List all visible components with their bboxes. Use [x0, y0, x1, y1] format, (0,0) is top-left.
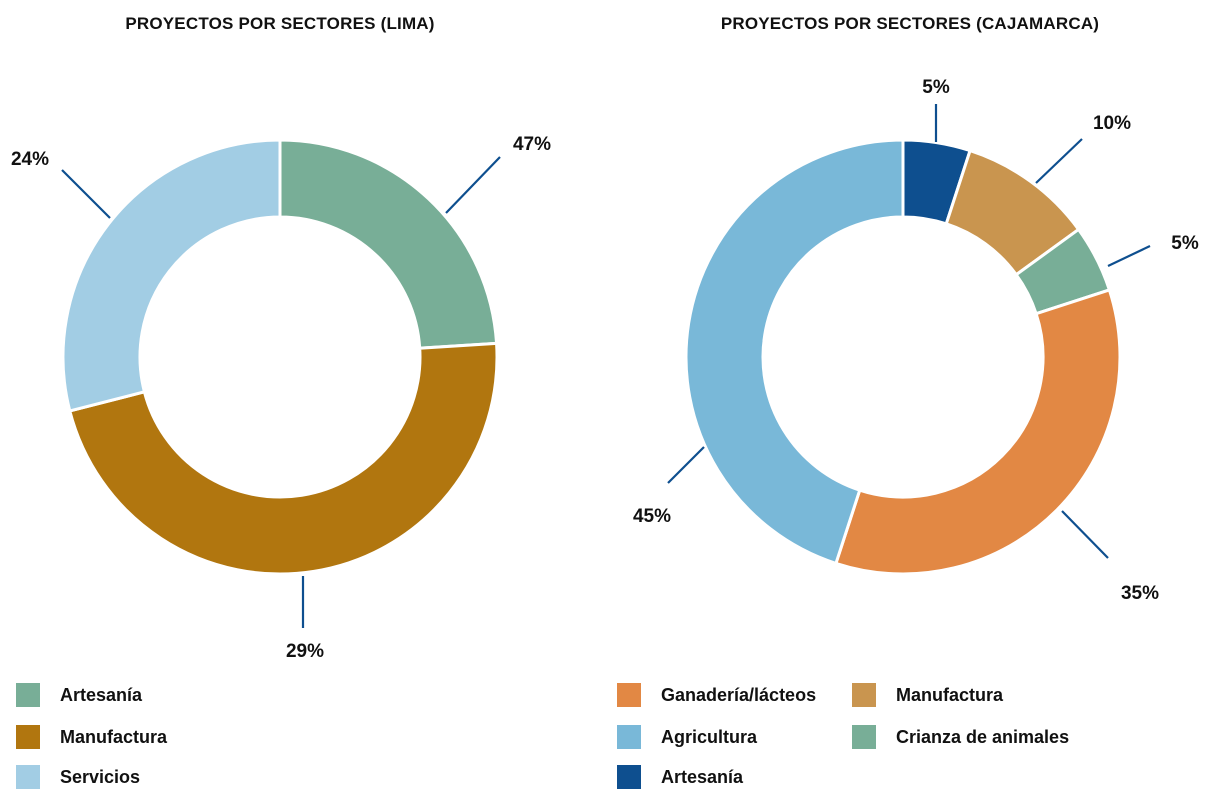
data-label: 24%: [11, 149, 49, 170]
legend-label: Agricultura: [661, 726, 758, 747]
donut-slice-artesan-a: [278, 138, 499, 350]
legend-swatch: [852, 683, 876, 707]
legend-item-manufactura-lima: Manufactura: [16, 725, 167, 749]
donut-slice-manufactura: [67, 341, 499, 576]
donut-slice-servicios: [61, 138, 282, 413]
data-label: 10%: [1093, 113, 1131, 134]
data-label: 45%: [633, 506, 671, 527]
legend-label: Manufactura: [60, 726, 168, 747]
legend-label: Manufactura: [896, 684, 1004, 705]
donut-slice-agricultura: [684, 138, 905, 566]
legend-swatch: [617, 683, 641, 707]
data-label: 35%: [1121, 583, 1159, 604]
data-label: 5%: [1171, 233, 1199, 254]
legend-item-manufactura-cajamarca: Manufactura: [852, 683, 1003, 707]
legend-swatch: [16, 765, 40, 789]
legend-swatch: [16, 683, 40, 707]
legend-label: Servicios: [60, 766, 141, 787]
legend-swatch: [617, 765, 641, 789]
legend-swatch: [852, 725, 876, 749]
legend-item-servicios-lima: Servicios: [16, 765, 140, 789]
legend-item-artesania-cajamarca: Artesanía: [617, 765, 743, 789]
legend-label: Artesanía: [661, 766, 744, 787]
legend-label: Artesanía: [60, 684, 143, 705]
data-label: 47%: [513, 134, 551, 155]
leader-line: [1061, 510, 1109, 559]
chart-title-lima: PROYECTOS POR SECTORES (LIMA): [125, 14, 435, 33]
leader-line: [667, 446, 705, 484]
leader-line: [61, 169, 111, 219]
donut-slice-ganader-a-l-cteos: [834, 288, 1122, 576]
legend-item-crianza-cajamarca: Crianza de animales: [852, 725, 1069, 749]
legend-label: Ganadería/lácteos: [661, 684, 817, 705]
legend-swatch: [617, 725, 641, 749]
leader-line: [445, 156, 501, 214]
data-label: 29%: [286, 641, 324, 662]
chart-title-cajamarca: PROYECTOS POR SECTORES (CAJAMARCA): [720, 14, 1100, 33]
legend-item-agricultura-cajamarca: Agricultura: [617, 725, 757, 749]
legend-swatch: [16, 725, 40, 749]
data-label: 5%: [922, 77, 950, 98]
leader-line: [1107, 245, 1151, 267]
legend-item-ganaderia-cajamarca: Ganadería/lácteos: [617, 683, 816, 707]
legend-label: Crianza de animales: [896, 726, 1070, 747]
leader-line: [1035, 138, 1083, 184]
legend-item-artesania-lima: Artesanía: [16, 683, 142, 707]
